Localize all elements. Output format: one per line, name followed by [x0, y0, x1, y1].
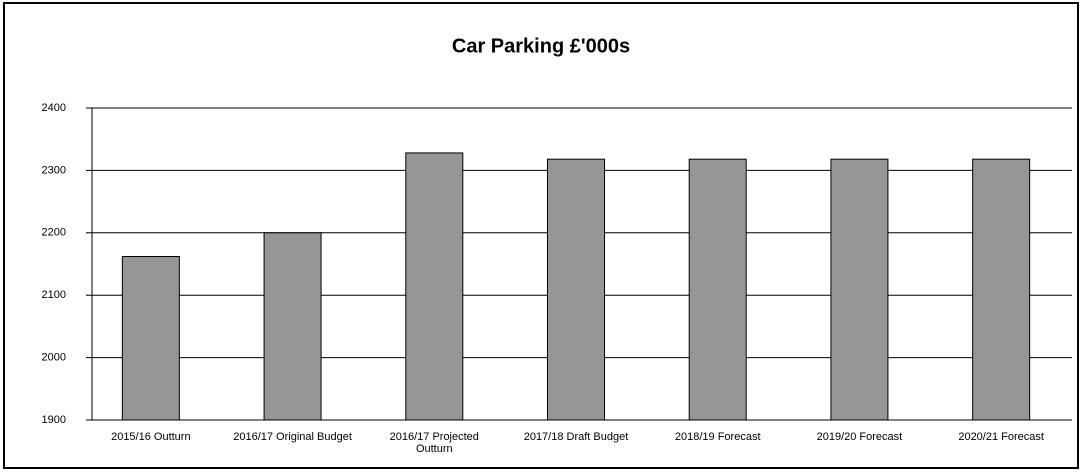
bar: [830, 158, 889, 421]
chart-border: [3, 2, 1079, 469]
x-tick-label: 2018/19 Forecast: [674, 431, 761, 443]
bar: [547, 158, 605, 421]
bar: [688, 158, 747, 421]
x-tick-label: 2017/18 Draft Budget: [523, 431, 629, 443]
chart-title: Car Parking £'000s: [452, 35, 630, 57]
bar: [972, 158, 1031, 421]
x-tick-label: 2016/17 Projected Outturn: [389, 431, 479, 455]
bar: [263, 232, 322, 421]
y-tick-label: 2200: [42, 227, 66, 239]
y-tick-label: 1900: [42, 414, 66, 426]
bar: [121, 256, 180, 421]
y-tick-label: 2100: [42, 289, 66, 301]
x-tick-label: 2015/16 Outturn: [111, 431, 191, 443]
y-tick-label: 2300: [42, 164, 66, 176]
x-tick-label: 2020/21 Forecast: [958, 431, 1044, 443]
x-tick-label: 2019/20 Forecast: [816, 431, 903, 443]
y-tick-label: 2400: [42, 102, 66, 114]
x-tick-label: 2016/17 Original Budget: [233, 431, 352, 443]
bar: [405, 152, 464, 421]
y-tick-label: 2000: [42, 352, 66, 364]
